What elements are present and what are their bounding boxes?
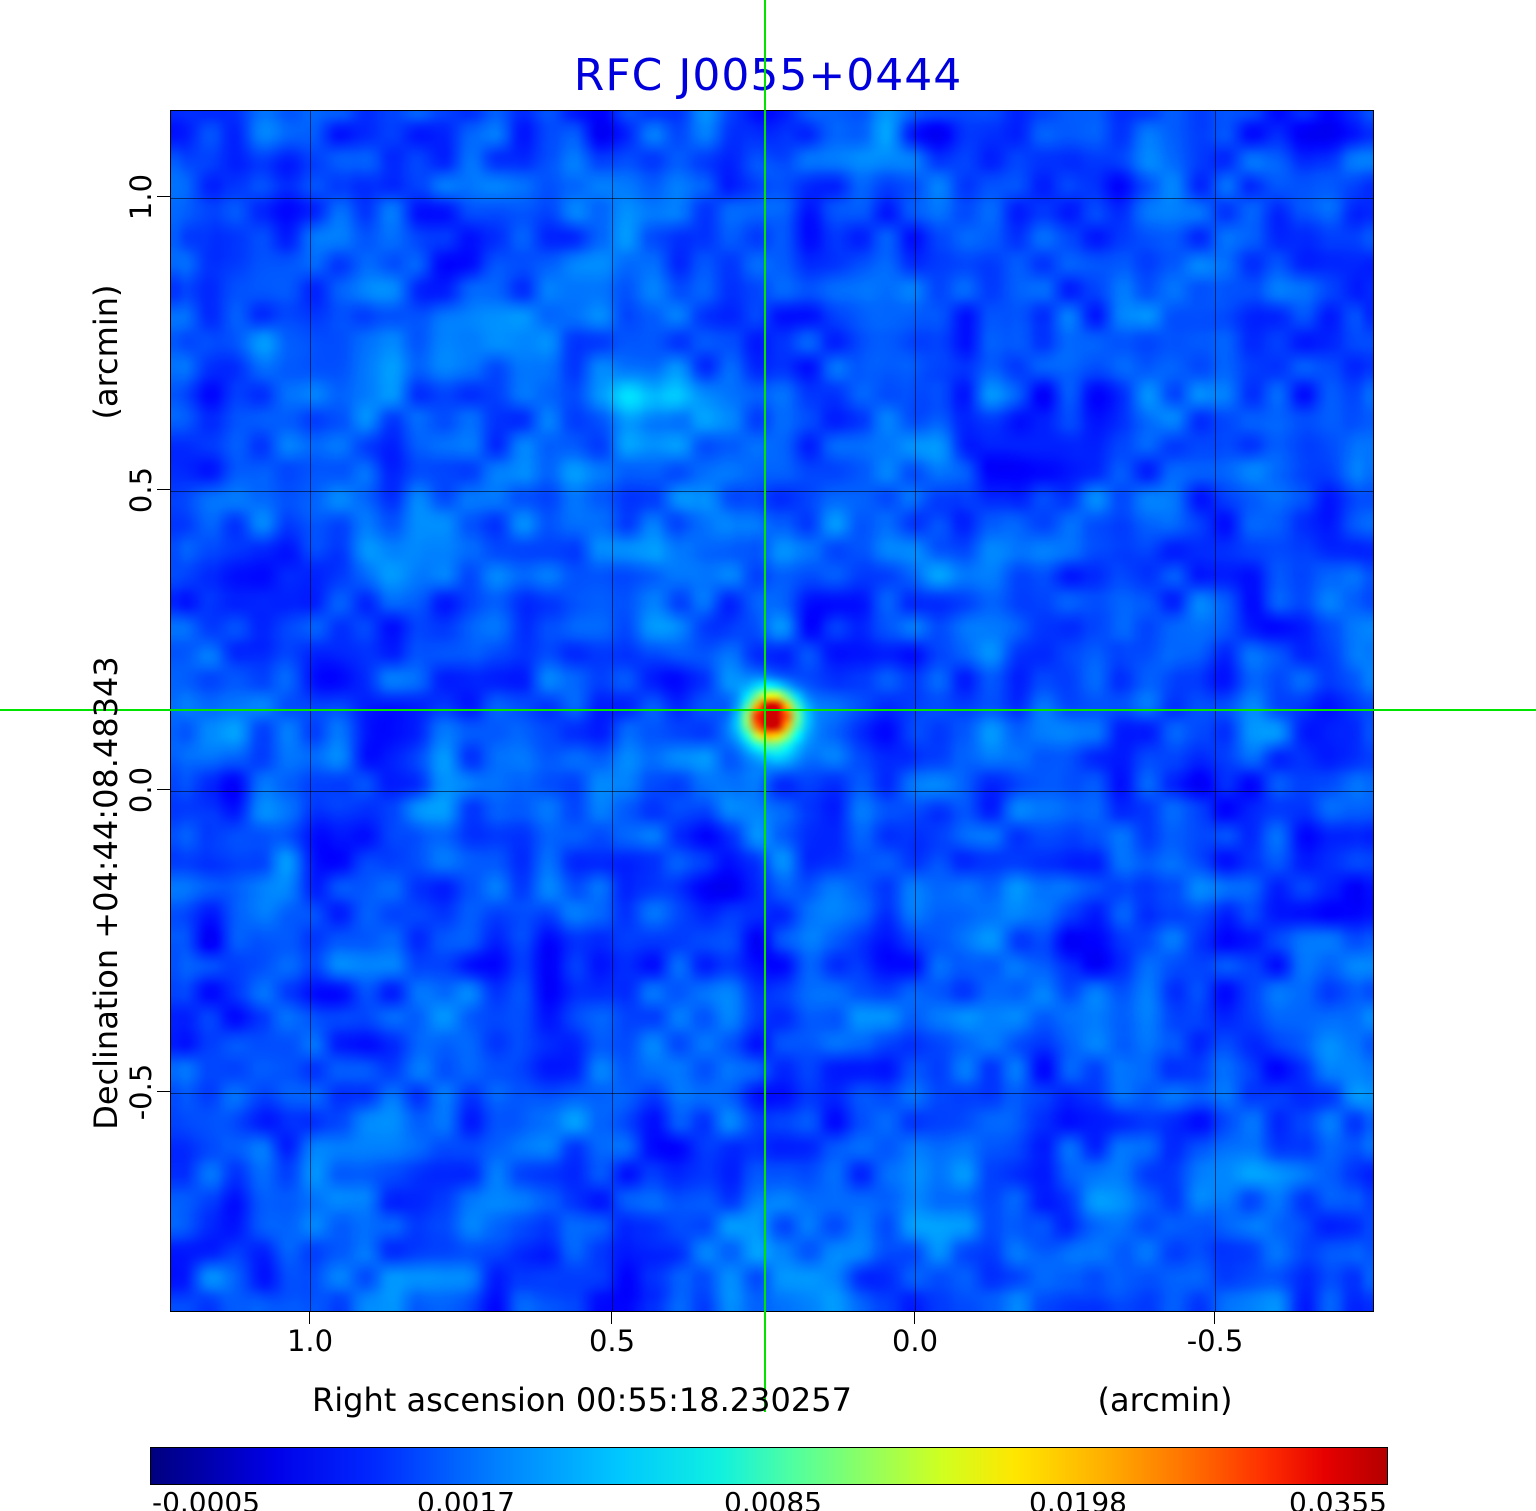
sky-map-canvas [171, 111, 1373, 1311]
grid-line-h [171, 491, 1373, 492]
grid-line-v [1215, 111, 1216, 1311]
x-tick-label: -0.5 [1186, 1324, 1244, 1358]
grid-line-v [612, 111, 613, 1311]
y-tick-label: 1.0 [124, 173, 158, 221]
x-tick-mark [1214, 1312, 1215, 1324]
x-tick-label: 0.0 [891, 1324, 939, 1358]
grid-line-v [915, 111, 916, 1311]
x-axis-label: Right ascension 00:55:18.230257 [312, 1381, 852, 1419]
x-tick-label: 1.0 [286, 1324, 334, 1358]
grid-line-h [171, 791, 1373, 792]
x-tick-mark [309, 1312, 310, 1324]
colorbar-tick-label: 0.0355 [1289, 1486, 1387, 1511]
colorbar-tick-label: 0.0017 [417, 1486, 515, 1511]
y-tick-mark [157, 489, 170, 490]
y-axis-unit-label: (arcmin) [87, 284, 125, 420]
colorbar-tick-label: 0.0085 [724, 1486, 822, 1511]
y-tick-mark [157, 196, 170, 197]
crosshair-vertical [764, 0, 766, 1412]
x-tick-label: 0.5 [588, 1324, 636, 1358]
colorbar-gradient [150, 1447, 1388, 1485]
y-tick-label: -0.5 [124, 1063, 158, 1121]
figure-title: RFC J0055+0444 [573, 50, 963, 101]
y-tick-label: 0.0 [124, 766, 158, 814]
y-tick-mark [157, 789, 170, 790]
crosshair-horizontal [0, 709, 1536, 711]
x-axis-unit-label: (arcmin) [1097, 1381, 1233, 1419]
grid-line-v [310, 111, 311, 1311]
sky-map-plot [170, 110, 1374, 1312]
grid-line-h [171, 1093, 1373, 1094]
colorbar-tick-label: -0.0005 [151, 1486, 261, 1511]
x-tick-mark [611, 1312, 612, 1324]
grid-line-h [171, 198, 1373, 199]
y-axis-label: Declination +04:44:08.48343 [87, 656, 125, 1130]
colorbar-tick-label: 0.0198 [1029, 1486, 1127, 1511]
x-tick-mark [914, 1312, 915, 1324]
y-tick-label: 0.5 [124, 466, 158, 514]
y-tick-mark [157, 1091, 170, 1092]
